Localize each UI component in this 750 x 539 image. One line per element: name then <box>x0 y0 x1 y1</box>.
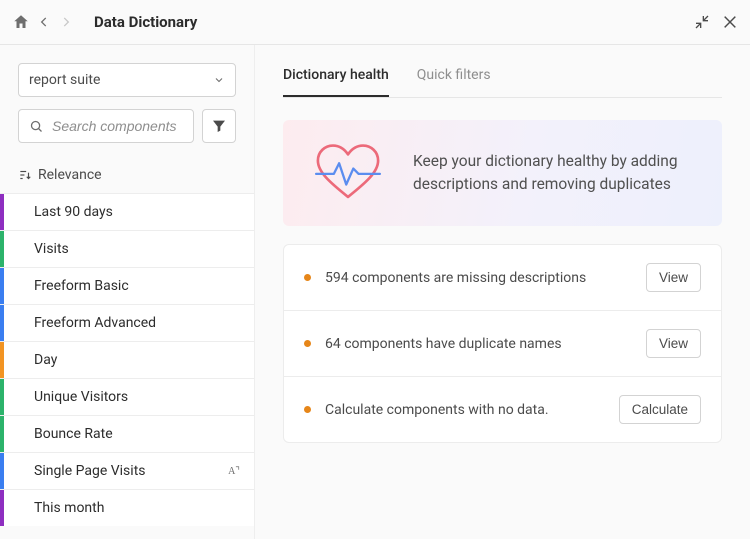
topbar-left: Data Dictionary <box>12 13 197 31</box>
banner-text: Keep your dictionary healthy by adding d… <box>413 150 678 197</box>
search-icon <box>29 119 44 134</box>
components-list: Last 90 days Visits Freeform Basic Freef… <box>0 193 254 539</box>
color-bar <box>0 416 4 452</box>
topbar-right <box>694 14 738 30</box>
list-item[interactable]: Day <box>0 341 254 378</box>
page-title: Data Dictionary <box>94 13 197 31</box>
health-row: 594 components are missing descriptions … <box>284 245 721 310</box>
status-dot-icon <box>304 406 311 413</box>
content: Dictionary health Quick filters Keep you… <box>255 45 750 539</box>
list-item[interactable]: Visits <box>0 230 254 267</box>
sidebar: report suite <box>0 45 255 539</box>
status-dot-icon <box>304 340 311 347</box>
color-bar <box>0 268 4 304</box>
tab-dictionary-health[interactable]: Dictionary health <box>283 67 389 97</box>
list-item[interactable]: Unique Visitors <box>0 378 254 415</box>
color-bar <box>0 453 4 489</box>
calculate-button[interactable]: Calculate <box>619 395 701 424</box>
list-item[interactable]: Bounce Rate <box>0 415 254 452</box>
list-item[interactable]: Single Page Visits A⌝ <box>0 452 254 489</box>
list-item-label: This month <box>34 500 104 516</box>
banner-line1: Keep your dictionary healthy by adding <box>413 150 678 173</box>
topbar: Data Dictionary <box>0 0 750 45</box>
color-bar <box>0 342 4 378</box>
close-icon[interactable] <box>722 14 738 30</box>
color-bar <box>0 231 4 267</box>
filter-icon <box>211 118 227 134</box>
list-item-label: Freeform Advanced <box>34 315 156 331</box>
list-item-label: Freeform Basic <box>34 278 129 294</box>
list-item-label: Single Page Visits <box>34 463 146 479</box>
tab-quick-filters[interactable]: Quick filters <box>417 67 491 97</box>
list-item-label: Last 90 days <box>34 204 113 220</box>
view-button[interactable]: View <box>646 263 701 292</box>
list-item[interactable]: Last 90 days <box>0 193 254 230</box>
sort-relevance[interactable]: Relevance <box>18 167 236 183</box>
report-suite-selector[interactable]: report suite <box>18 63 236 97</box>
adobe-mark-icon: A⌝ <box>228 466 240 477</box>
home-icon[interactable] <box>12 13 30 31</box>
heart-pulse-icon <box>311 142 385 204</box>
list-item-label: Bounce Rate <box>34 426 113 442</box>
tabs: Dictionary health Quick filters <box>283 67 722 98</box>
color-bar <box>0 305 4 341</box>
chevron-down-icon <box>213 74 225 86</box>
view-button[interactable]: View <box>646 329 701 358</box>
list-item[interactable]: Freeform Advanced <box>0 304 254 341</box>
color-bar <box>0 194 4 230</box>
color-bar <box>0 379 4 415</box>
health-row: 64 components have duplicate names View <box>284 310 721 376</box>
status-dot-icon <box>304 274 311 281</box>
nav-forward-icon[interactable] <box>58 15 74 29</box>
list-item[interactable]: Freeform Basic <box>0 267 254 304</box>
health-banner: Keep your dictionary healthy by adding d… <box>283 120 722 226</box>
nav-back-icon[interactable] <box>36 15 52 29</box>
minimize-icon[interactable] <box>694 14 710 30</box>
search-box[interactable] <box>18 109 194 143</box>
search-row <box>18 109 236 143</box>
health-row: Calculate components with no data. Calcu… <box>284 376 721 442</box>
list-item-label: Unique Visitors <box>34 389 128 405</box>
health-row-text: 594 components are missing descriptions <box>325 270 586 286</box>
sort-icon <box>18 168 32 182</box>
health-row-text: 64 components have duplicate names <box>325 336 562 352</box>
filter-button[interactable] <box>202 109 236 143</box>
main: report suite <box>0 45 750 539</box>
list-item-label: Day <box>34 352 57 368</box>
sort-label: Relevance <box>38 167 102 183</box>
color-bar <box>0 490 4 526</box>
health-card: 594 components are missing descriptions … <box>283 244 722 443</box>
list-item[interactable]: This month <box>0 489 254 526</box>
banner-line2: descriptions and removing duplicates <box>413 173 678 196</box>
list-item-label: Visits <box>34 241 69 257</box>
health-row-text: Calculate components with no data. <box>325 402 549 418</box>
search-input[interactable] <box>52 118 183 134</box>
report-suite-value: report suite <box>29 72 100 88</box>
